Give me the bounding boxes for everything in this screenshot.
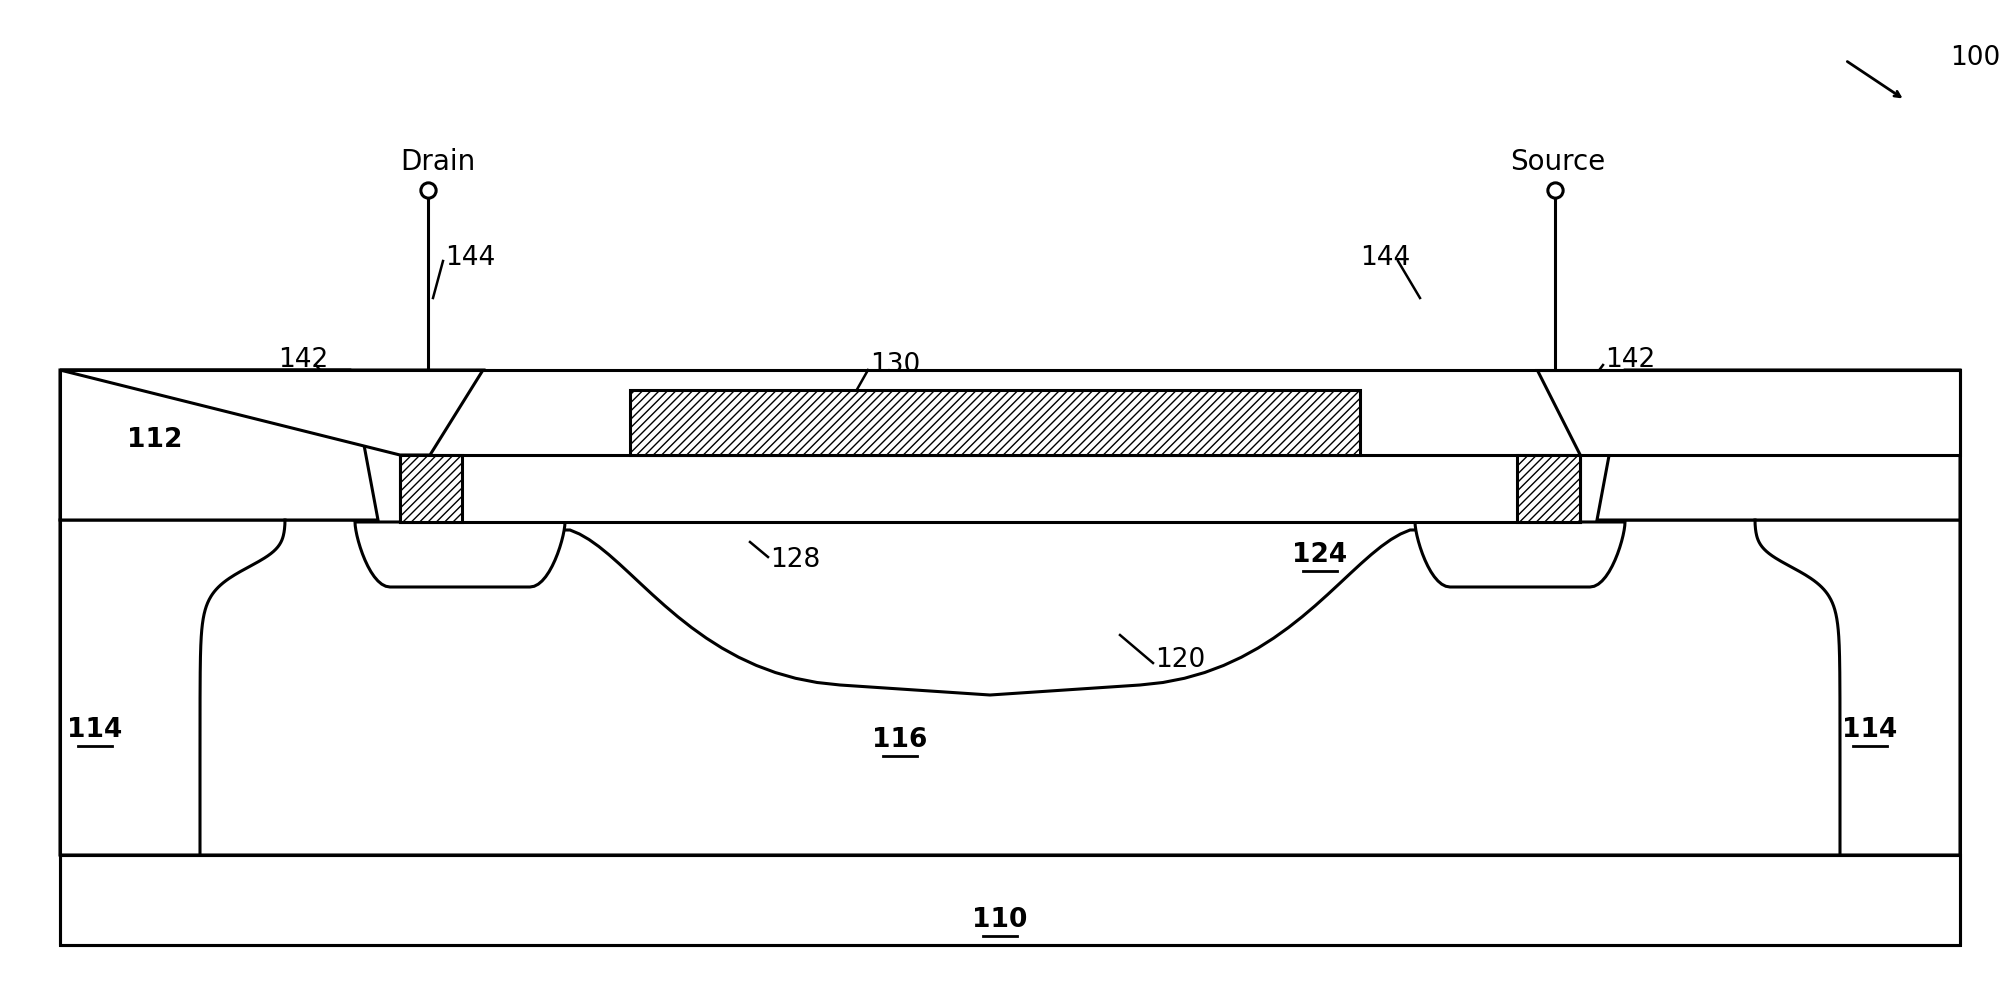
Text: 112: 112 xyxy=(1803,427,1857,453)
Polygon shape xyxy=(1537,370,1960,455)
Text: 112: 112 xyxy=(127,427,183,453)
Text: 128: 128 xyxy=(771,547,821,573)
Text: 114: 114 xyxy=(66,717,123,743)
Text: 116: 116 xyxy=(873,727,928,753)
Polygon shape xyxy=(354,522,565,587)
Polygon shape xyxy=(60,370,483,455)
Polygon shape xyxy=(60,520,1960,855)
Text: 142: 142 xyxy=(278,347,328,373)
Polygon shape xyxy=(400,455,463,522)
Text: Drain: Drain xyxy=(400,148,475,176)
Polygon shape xyxy=(60,370,378,520)
Text: 130: 130 xyxy=(869,352,919,378)
Text: 110: 110 xyxy=(972,907,1028,933)
Text: 144: 144 xyxy=(445,245,495,271)
Polygon shape xyxy=(1598,370,1960,520)
Polygon shape xyxy=(1414,522,1626,587)
Text: 120: 120 xyxy=(1155,647,1205,673)
Polygon shape xyxy=(1517,455,1579,522)
Text: 124: 124 xyxy=(423,552,477,578)
Text: 144: 144 xyxy=(1360,245,1410,271)
Polygon shape xyxy=(630,390,1360,455)
Text: 100: 100 xyxy=(1950,45,2000,71)
Text: 142: 142 xyxy=(1606,347,1656,373)
Polygon shape xyxy=(400,455,1579,522)
Text: 124: 124 xyxy=(1292,542,1348,568)
Text: Source: Source xyxy=(1511,148,1606,176)
Text: 114: 114 xyxy=(1843,717,1897,743)
Polygon shape xyxy=(60,855,1960,945)
